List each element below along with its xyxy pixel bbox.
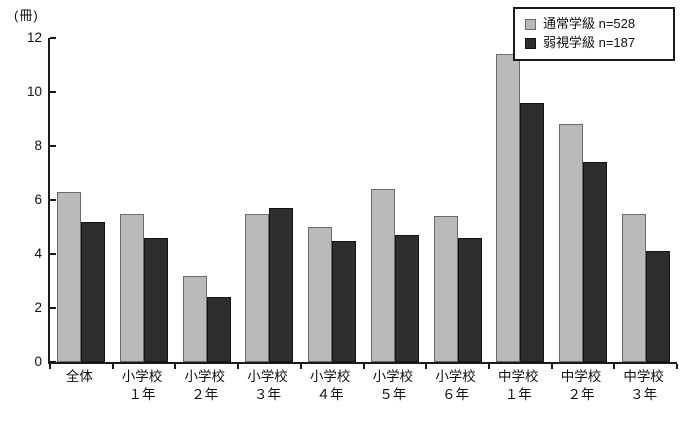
x-category-label: 小学校 ３年: [247, 369, 288, 402]
x-tick: [299, 364, 302, 369]
bar-regular-class: [496, 54, 521, 362]
category-group: [552, 124, 615, 362]
x-axis-category-labels: 全体 小学校 １年 小学校 ２年 小学校 ３年 小学校 ４年 小学校 ５年 小学校 ６年 中学校 １年 中学校…: [48, 368, 675, 404]
bar-low-vision-class: [206, 297, 231, 362]
x-tick: [174, 364, 177, 369]
x-category-label: 小学校 １年: [121, 369, 163, 402]
x-tick: [613, 364, 616, 369]
bar-regular-class: [621, 213, 646, 362]
bar-regular-class: [120, 213, 145, 362]
category-group: [426, 216, 489, 362]
x-category-label: 小学校 ５年: [372, 369, 414, 402]
bar-low-vision-class: [332, 240, 357, 362]
y-tick-label: 0: [34, 354, 42, 369]
category-group: [113, 213, 176, 362]
legend-swatch-regular-class: [525, 18, 536, 30]
y-tick: [50, 37, 56, 39]
y-tick-label: 8: [34, 138, 42, 153]
category-group: [238, 208, 301, 362]
y-tick: [50, 91, 56, 93]
x-category-label: 中学校 ２年: [560, 369, 602, 402]
bar-regular-class: [308, 227, 333, 362]
plot-area: 0 2 4 6 8 10 12: [27, 30, 678, 369]
category-group: [489, 54, 552, 362]
legend-swatch-low-vision-class: [525, 37, 536, 49]
bar-low-vision-class: [394, 235, 419, 362]
bar-regular-class: [245, 213, 270, 362]
y-tick-label: 10: [26, 84, 42, 99]
y-tick: [50, 307, 56, 309]
bar-low-vision-class: [520, 102, 545, 362]
y-tick-label: 2: [34, 300, 42, 315]
legend-item-regular-class: 通常学級 n=528: [525, 16, 665, 32]
x-tick: [111, 364, 114, 369]
bar-regular-class: [57, 191, 82, 362]
category-group: [364, 189, 427, 362]
bar-low-vision-class: [457, 237, 482, 362]
x-category-label: 全体: [65, 369, 93, 384]
x-category-label: 中学校 １年: [498, 369, 539, 402]
category-group: [50, 191, 113, 362]
x-tick: [362, 364, 365, 369]
x-tick: [49, 364, 51, 369]
x-category-label: 小学校 ４年: [309, 369, 351, 402]
bar-regular-class: [370, 189, 395, 362]
legend-label-low-vision-class: 弱視学級 n=187: [543, 35, 636, 50]
y-tick: [50, 145, 56, 147]
bar-regular-class: [558, 124, 583, 362]
bar-regular-class: [433, 216, 458, 362]
legend: 通常学級 n=528 弱視学級 n=187: [513, 7, 675, 61]
x-tick: [237, 364, 240, 369]
bar-low-vision-class: [269, 208, 294, 362]
bar-low-vision-class: [81, 221, 106, 362]
category-group: [614, 213, 677, 362]
y-tick-label: 4: [34, 246, 42, 261]
y-tick: [50, 253, 56, 255]
x-category-label: 中学校 ３年: [623, 369, 664, 402]
legend-label-regular-class: 通常学級 n=528: [543, 16, 636, 31]
bar-groups: [50, 38, 677, 362]
y-tick: [50, 361, 56, 363]
category-group: [175, 275, 238, 362]
x-tick: [550, 364, 553, 369]
y-tick: [50, 199, 56, 201]
y-axis-unit-label: (冊): [14, 8, 39, 23]
y-tick-label: 6: [34, 192, 42, 207]
bar-regular-class: [182, 275, 207, 362]
category-group: [301, 227, 364, 362]
x-category-label: 小学校 ２年: [184, 369, 226, 402]
x-tick: [676, 364, 678, 369]
x-category-label: 小学校 ６年: [435, 369, 476, 402]
legend-item-low-vision-class: 弱視学級 n=187: [525, 35, 665, 51]
bar-low-vision-class: [144, 237, 169, 362]
y-tick-label: 12: [26, 30, 42, 45]
x-tick: [425, 364, 428, 369]
bar-low-vision-class: [582, 162, 607, 362]
x-tick: [487, 364, 490, 369]
bar-low-vision-class: [645, 251, 670, 362]
